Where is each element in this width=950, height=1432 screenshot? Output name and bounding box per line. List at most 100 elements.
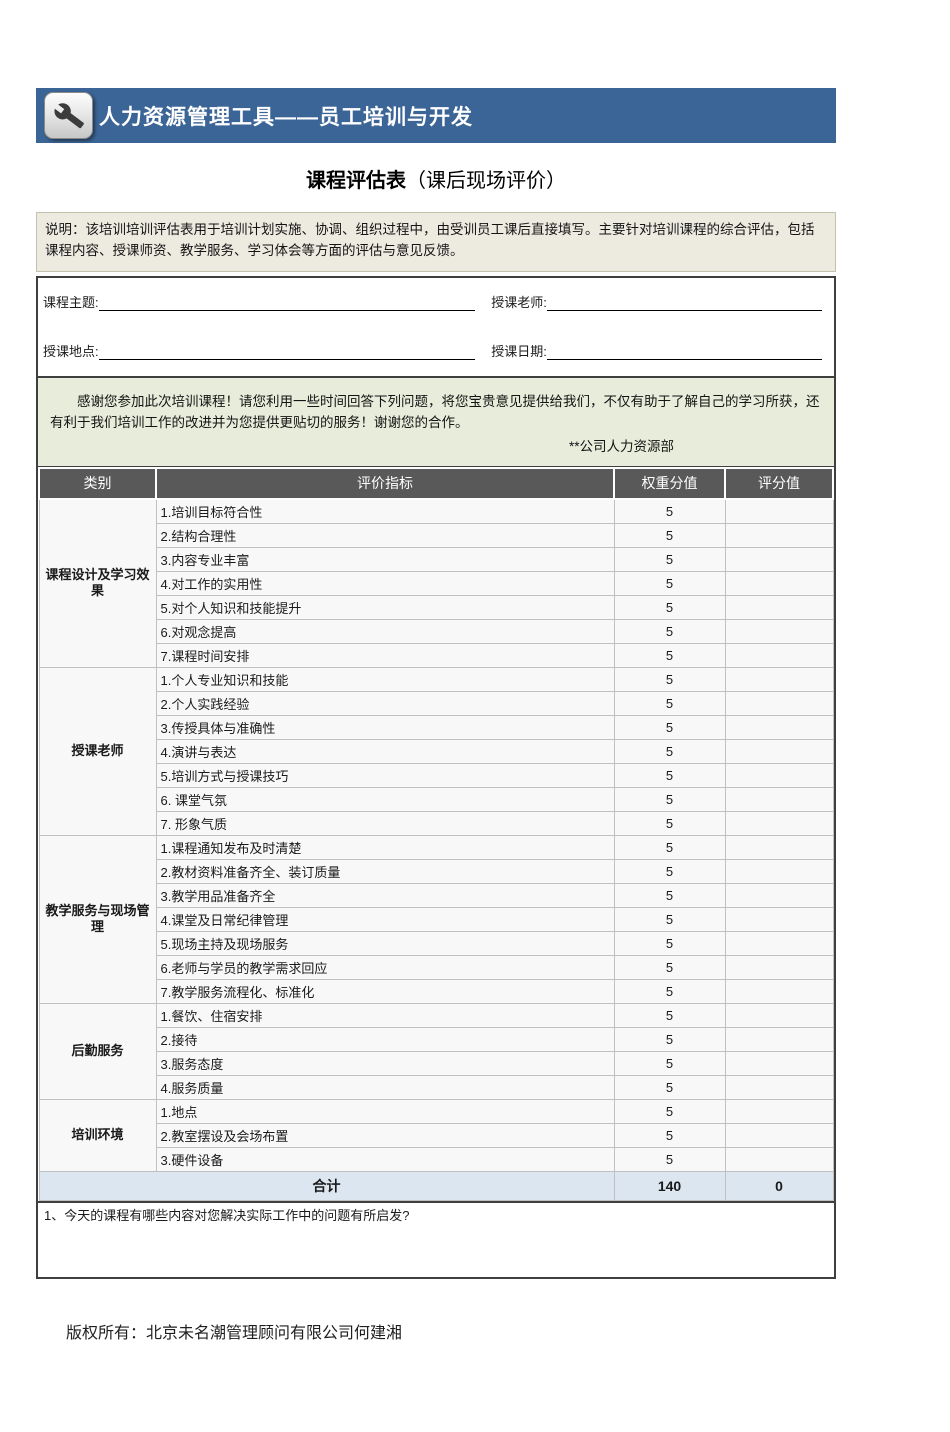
page-title: 课程评估表（课后现场评价） xyxy=(36,164,836,193)
table-row: 培训环境 1.地点 5 xyxy=(38,1098,834,1172)
table-row: 2.教室摆设及会场布置 5 xyxy=(39,1122,834,1148)
category-cell: 课程设计及学习效果 xyxy=(38,498,157,668)
table-row: 2.教材资料准备齐全、装订质量 5 xyxy=(39,858,834,884)
evaluation-table-body: 课程设计及学习效果 1.培训目标符合性 5 2.结构合理性 5 3.内容专业丰富 5 4.对工… xyxy=(38,498,834,1172)
weight-cell: 5 xyxy=(613,1074,726,1100)
weight-cell: 5 xyxy=(613,858,726,884)
indicator-cell: 5.培训方式与授课技巧 xyxy=(155,762,615,788)
score-cell[interactable] xyxy=(724,858,834,884)
weight-cell: 5 xyxy=(613,882,726,908)
score-cell[interactable] xyxy=(724,1050,834,1076)
score-cell[interactable] xyxy=(724,954,834,980)
indicator-cell: 2.教材资料准备齐全、装订质量 xyxy=(155,858,615,884)
page-title-main: 课程评估表 xyxy=(306,170,406,192)
table-row: 7. 形象气质 5 xyxy=(39,810,834,836)
greeting-section: 感谢您参加此次培训课程！请您利用一些时间回答下列问题，将您宝贵意见提供给我们，不… xyxy=(38,375,834,467)
score-cell[interactable] xyxy=(724,834,834,860)
location-field: 授课地点: xyxy=(43,341,489,360)
indicator-cell: 7.教学服务流程化、标准化 xyxy=(155,978,615,1004)
table-row: 授课老师 1.个人专业知识和技能 5 xyxy=(38,666,834,836)
score-cell[interactable] xyxy=(724,1122,834,1148)
score-cell[interactable] xyxy=(724,666,834,692)
table-row: 6.老师与学员的教学需求回应 5 xyxy=(39,954,834,980)
score-cell[interactable] xyxy=(724,642,834,668)
header-indicator: 评价指标 xyxy=(155,466,615,500)
table-row: 3.传授具体与准确性 5 xyxy=(39,714,834,740)
category-cell: 教学服务与现场管理 xyxy=(38,834,157,1004)
page-title-sub: （课后现场评价） xyxy=(406,170,566,192)
field-row-2: 授课地点: 授课日期: xyxy=(43,341,826,360)
weight-cell: 5 xyxy=(613,1146,726,1172)
table-row: 2.个人实践经验 5 xyxy=(39,690,834,716)
score-cell[interactable] xyxy=(724,810,834,836)
weight-cell: 5 xyxy=(613,930,726,956)
indicator-cell: 2.结构合理性 xyxy=(155,522,615,548)
instructor-field: 授课老师: xyxy=(489,292,826,311)
weight-cell: 5 xyxy=(613,1026,726,1052)
indicator-cell: 2.接待 xyxy=(155,1026,615,1052)
indicator-cell: 6.对观念提高 xyxy=(155,618,615,644)
score-cell[interactable] xyxy=(724,882,834,908)
weight-cell: 5 xyxy=(613,498,726,524)
course-topic-field: 课程主题: xyxy=(43,292,489,311)
score-cell[interactable] xyxy=(724,498,834,524)
score-cell[interactable] xyxy=(724,930,834,956)
indicator-cell: 6. 课堂气氛 xyxy=(155,786,615,812)
total-row: 合计 140 0 xyxy=(38,1170,834,1201)
score-cell[interactable] xyxy=(724,1098,834,1124)
score-cell[interactable] xyxy=(724,738,834,764)
evaluation-table: 类别 评价指标 权重分值 评分值 课程设计及学习效果 1.培训目标符合性 5 2.结构… xyxy=(38,466,834,1201)
score-cell[interactable] xyxy=(724,762,834,788)
weight-cell: 5 xyxy=(613,1098,726,1124)
score-cell[interactable] xyxy=(724,1146,834,1172)
score-cell[interactable] xyxy=(724,546,834,572)
table-row: 2.接待 5 xyxy=(39,1026,834,1052)
score-cell[interactable] xyxy=(724,786,834,812)
location-input-line[interactable] xyxy=(98,344,476,360)
header-banner: 人力资源管理工具——员工培训与开发 xyxy=(36,88,836,143)
score-cell[interactable] xyxy=(724,570,834,596)
table-row: 3.硬件设备 5 xyxy=(39,1146,834,1172)
indicator-cell: 3.传授具体与准确性 xyxy=(155,714,615,740)
indicator-cell: 7.课程时间安排 xyxy=(155,642,615,668)
copyright-footer: 版权所有：北京未名潮管理顾问有限公司何建湘 xyxy=(66,1324,403,1342)
table-row: 5.对个人知识和技能提升 5 xyxy=(39,594,834,620)
instructor-label: 授课老师: xyxy=(491,294,547,310)
weight-cell: 5 xyxy=(613,762,726,788)
date-input-line[interactable] xyxy=(546,344,822,360)
date-label: 授课日期: xyxy=(491,343,547,359)
score-cell[interactable] xyxy=(724,1026,834,1052)
indicator-cell: 2.个人实践经验 xyxy=(155,690,615,716)
score-cell[interactable] xyxy=(724,1074,834,1100)
weight-cell: 5 xyxy=(613,738,726,764)
instructor-input-line[interactable] xyxy=(546,295,822,311)
category-cell: 后勤服务 xyxy=(38,1002,157,1100)
weight-cell: 5 xyxy=(613,642,726,668)
score-cell[interactable] xyxy=(724,1002,834,1028)
score-cell[interactable] xyxy=(724,906,834,932)
course-topic-input-line[interactable] xyxy=(98,295,476,311)
indicator-cell: 1.课程通知发布及时清楚 xyxy=(155,834,615,860)
score-cell[interactable] xyxy=(724,618,834,644)
score-cell[interactable] xyxy=(724,690,834,716)
header-score: 评分值 xyxy=(724,466,834,500)
table-row: 4.服务质量 5 xyxy=(39,1074,834,1100)
weight-cell: 5 xyxy=(613,978,726,1004)
score-cell[interactable] xyxy=(724,714,834,740)
weight-cell: 5 xyxy=(613,714,726,740)
indicator-cell: 2.教室摆设及会场布置 xyxy=(155,1122,615,1148)
page-content: 人力资源管理工具——员工培训与开发 课程评估表（课后现场评价） 说明：该培训培训… xyxy=(36,88,836,1343)
table-row: 5.培训方式与授课技巧 5 xyxy=(39,762,834,788)
weight-cell: 5 xyxy=(613,954,726,980)
table-header-row: 类别 评价指标 权重分值 评分值 xyxy=(38,466,834,500)
weight-cell: 5 xyxy=(613,690,726,716)
score-cell[interactable] xyxy=(724,594,834,620)
weight-cell: 5 xyxy=(613,834,726,860)
score-cell[interactable] xyxy=(724,978,834,1004)
score-cell[interactable] xyxy=(724,522,834,548)
indicator-cell: 3.硬件设备 xyxy=(155,1146,615,1172)
table-row: 7.教学服务流程化、标准化 5 xyxy=(39,978,834,1004)
table-row: 3.服务态度 5 xyxy=(39,1050,834,1076)
form-fields-section: 课程主题: 授课老师: 授课地点: 授课日期: xyxy=(38,277,834,376)
indicator-cell: 5.现场主持及现场服务 xyxy=(155,930,615,956)
